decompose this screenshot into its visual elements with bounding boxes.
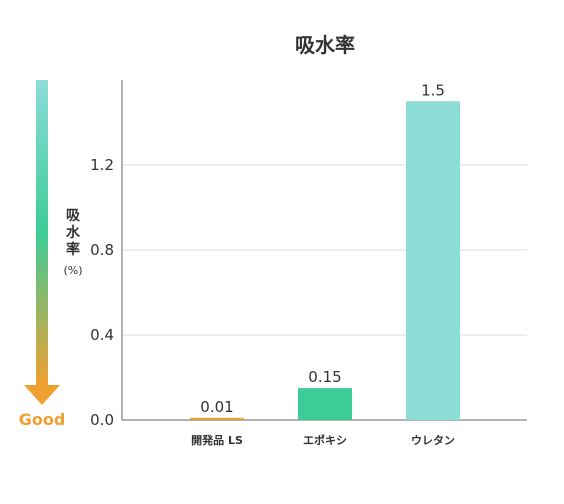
gridlines <box>122 164 527 336</box>
y-tick-label: 0.8 <box>90 241 114 259</box>
y-axis-unit: (%) <box>63 264 82 277</box>
y-tick-labels: 0.0 0.4 0.8 1.2 <box>90 156 114 429</box>
y-tick-label: 1.2 <box>90 156 114 174</box>
indicator-arrow-head <box>24 385 60 405</box>
y-tick-label: 0.4 <box>90 326 114 344</box>
bars <box>190 101 460 420</box>
category-label: 開発品 LS <box>191 433 243 447</box>
category-label: ウレタン <box>411 434 455 447</box>
x-tick-labels: 開発品 LS エポキシ ウレタン <box>191 433 455 447</box>
data-labels: 0.01 0.15 1.5 <box>200 81 445 416</box>
data-label: 0.15 <box>308 368 341 386</box>
bar <box>298 388 352 420</box>
y-tick-label: 0.0 <box>90 411 114 429</box>
indicator-good-label: Good <box>19 410 66 429</box>
category-label: エポキシ <box>303 433 347 447</box>
bar <box>406 101 460 420</box>
y-axis-label: 吸水率 <box>66 208 81 258</box>
indicator-arrow-shaft <box>36 80 48 385</box>
data-label: 0.01 <box>200 398 233 416</box>
chart-title: 吸水率 <box>295 33 355 57</box>
data-label: 1.5 <box>421 81 445 99</box>
bar <box>190 417 244 420</box>
